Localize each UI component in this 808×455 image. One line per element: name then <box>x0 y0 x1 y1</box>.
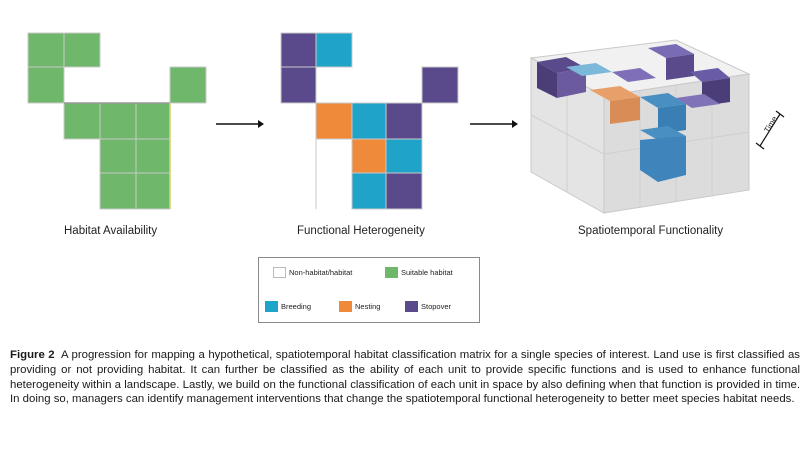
voxel-stopover <box>537 62 557 98</box>
habitat-grid <box>27 32 207 210</box>
legend-swatch <box>273 267 286 278</box>
voxel-stopover <box>648 44 694 58</box>
voxel-stopover <box>666 54 694 80</box>
figure-graphic <box>27 32 785 214</box>
grid-cell <box>315 32 353 68</box>
grid-cell <box>99 138 137 174</box>
time-axis <box>755 110 785 150</box>
arrow-right-icon <box>216 120 264 128</box>
panel-label-functional-heterogeneity: Functional Heterogeneity <box>297 225 425 237</box>
grid-cell <box>63 102 101 140</box>
panel-label-habitat-availability: Habitat Availability <box>64 225 158 237</box>
figure-caption-text: A progression for mapping a hypothetical… <box>10 349 800 406</box>
grid-cell <box>99 172 137 210</box>
voxel-breeding <box>566 63 612 76</box>
grid-cell <box>135 102 171 140</box>
grid-cell <box>99 102 137 140</box>
voxel-breeding <box>640 126 686 140</box>
panel-label-spatiotemporal-functionality: Spatiotemporal Functionality <box>578 225 724 237</box>
legend-item-breeding: Breeding <box>265 301 311 312</box>
voxel-nesting <box>590 86 640 101</box>
voxel-stopover <box>612 68 656 82</box>
voxel-stopover <box>690 68 730 82</box>
arrow-right-icon <box>470 120 518 128</box>
grid-cell <box>351 138 387 174</box>
figure-caption-label: Figure 2 <box>10 349 55 361</box>
grid-cell <box>421 66 459 104</box>
grid-cell <box>385 102 423 140</box>
grid-cell <box>280 32 317 68</box>
voxel-breeding <box>640 136 686 182</box>
legend: Non-habitat/habitat Suitable habitat Bre… <box>258 257 480 323</box>
functional-grid <box>280 32 459 210</box>
grid-cell <box>135 172 171 210</box>
voxel-breeding <box>640 93 686 108</box>
legend-item-suitable-habitat: Suitable habitat <box>385 267 453 278</box>
voxel-stopover <box>676 94 720 108</box>
legend-item-stopover: Stopover <box>405 301 451 312</box>
grid-cell <box>169 66 207 104</box>
grid-cell <box>27 32 65 68</box>
grid-cell <box>135 138 171 174</box>
grid-cell <box>63 32 101 68</box>
legend-swatch <box>265 301 278 312</box>
spatiotemporal-block <box>529 39 785 214</box>
grid-cell <box>385 138 423 174</box>
legend-item-non-habitat: Non-habitat/habitat <box>273 267 352 278</box>
voxel-stopover <box>557 68 586 98</box>
legend-item-nesting: Nesting <box>339 301 380 312</box>
grid-cell <box>385 172 423 210</box>
voxel-nesting <box>610 97 640 124</box>
legend-swatch <box>385 267 398 278</box>
grid-cell <box>280 66 317 104</box>
legend-swatch <box>339 301 352 312</box>
grid-cell <box>351 102 387 140</box>
grid-cell <box>315 102 353 140</box>
grid-cell <box>27 66 65 104</box>
figure-caption: Figure 2 A progression for mapping a hyp… <box>10 348 800 407</box>
legend-swatch <box>405 301 418 312</box>
grid-cell <box>351 172 387 210</box>
